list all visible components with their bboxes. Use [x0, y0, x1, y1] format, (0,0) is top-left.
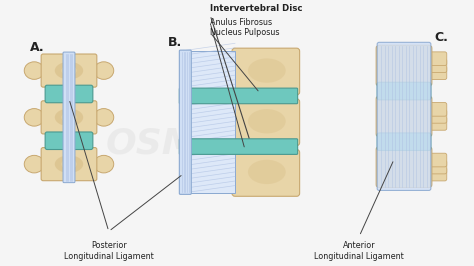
FancyBboxPatch shape — [45, 85, 93, 103]
Ellipse shape — [248, 160, 286, 184]
Ellipse shape — [61, 159, 77, 169]
Ellipse shape — [24, 155, 44, 173]
FancyBboxPatch shape — [41, 148, 97, 181]
FancyBboxPatch shape — [425, 110, 447, 123]
FancyBboxPatch shape — [180, 51, 235, 92]
FancyBboxPatch shape — [376, 147, 432, 188]
FancyBboxPatch shape — [179, 88, 298, 104]
FancyBboxPatch shape — [425, 117, 447, 130]
FancyBboxPatch shape — [45, 132, 93, 149]
Text: OSMOSIS: OSMOSIS — [106, 127, 295, 161]
Text: Intervertebral Disc: Intervertebral Disc — [210, 4, 303, 13]
Ellipse shape — [94, 62, 114, 79]
FancyBboxPatch shape — [232, 149, 300, 196]
FancyBboxPatch shape — [179, 50, 191, 194]
Ellipse shape — [55, 62, 83, 79]
FancyBboxPatch shape — [377, 42, 431, 190]
FancyBboxPatch shape — [425, 103, 447, 116]
Text: B.: B. — [168, 36, 182, 49]
FancyBboxPatch shape — [180, 152, 235, 193]
Ellipse shape — [61, 65, 77, 76]
FancyBboxPatch shape — [41, 54, 97, 87]
Text: Nucleus Pulposus: Nucleus Pulposus — [210, 28, 280, 37]
FancyBboxPatch shape — [425, 59, 447, 73]
Ellipse shape — [248, 59, 286, 83]
Text: A.: A. — [30, 41, 45, 54]
FancyBboxPatch shape — [232, 99, 300, 146]
Ellipse shape — [61, 112, 77, 122]
FancyBboxPatch shape — [376, 96, 432, 137]
Ellipse shape — [24, 109, 44, 126]
Ellipse shape — [248, 109, 286, 134]
Text: C.: C. — [435, 31, 449, 44]
Text: Anterior
Longitudinal Ligament: Anterior Longitudinal Ligament — [314, 241, 404, 260]
FancyBboxPatch shape — [377, 82, 431, 100]
Ellipse shape — [55, 155, 83, 173]
Text: Anulus Fibrosus: Anulus Fibrosus — [210, 18, 272, 27]
FancyBboxPatch shape — [63, 52, 75, 183]
Ellipse shape — [55, 109, 83, 126]
FancyBboxPatch shape — [376, 45, 432, 86]
FancyBboxPatch shape — [377, 133, 431, 151]
Ellipse shape — [94, 155, 114, 173]
Text: Posterior
Longitudinal Ligament: Posterior Longitudinal Ligament — [64, 241, 154, 260]
Ellipse shape — [94, 109, 114, 126]
FancyBboxPatch shape — [41, 101, 97, 134]
FancyBboxPatch shape — [425, 153, 447, 167]
FancyBboxPatch shape — [425, 160, 447, 174]
FancyBboxPatch shape — [425, 52, 447, 65]
FancyBboxPatch shape — [232, 48, 300, 95]
FancyBboxPatch shape — [425, 66, 447, 80]
FancyBboxPatch shape — [425, 167, 447, 181]
FancyBboxPatch shape — [180, 102, 235, 143]
Ellipse shape — [24, 62, 44, 79]
FancyBboxPatch shape — [179, 139, 298, 154]
